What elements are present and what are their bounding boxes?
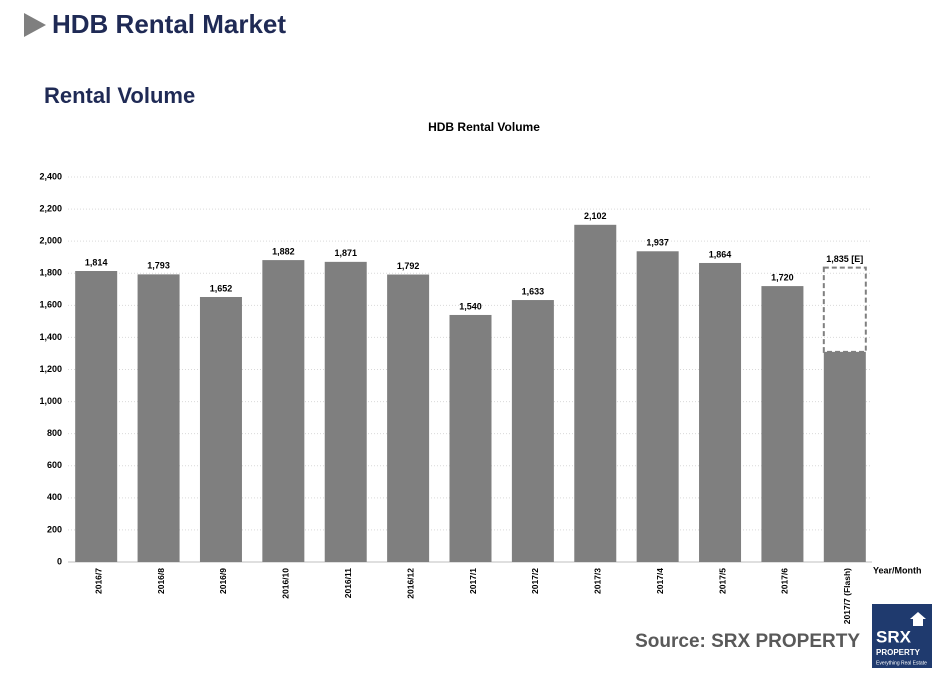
- y-tick-label: 400: [47, 492, 62, 502]
- source: Source: SRX PROPERTY: [635, 631, 860, 652]
- heading-arrow: [24, 13, 46, 37]
- y-tick-label: 1,400: [39, 332, 62, 342]
- x-tick-label: 2016/12: [405, 568, 415, 599]
- y-tick-label: 2,400: [39, 171, 62, 181]
- value-label: 1,540: [459, 301, 482, 311]
- heading: HDB Rental Market: [52, 9, 286, 39]
- y-tick-label: 1,800: [39, 268, 62, 278]
- x-tick-label: 2016/7: [93, 568, 103, 594]
- y-tick-label: 0: [57, 556, 62, 566]
- estimate-box: [822, 266, 867, 353]
- value-label: 1,814: [85, 257, 108, 267]
- logo-name: PROPERTY: [876, 648, 921, 657]
- logo-brand: SRX: [876, 627, 912, 646]
- y-tick-label: 800: [47, 428, 62, 438]
- bar: [75, 271, 118, 562]
- value-label: 2,102: [584, 211, 607, 221]
- x-tick-label: 2016/11: [343, 568, 353, 599]
- value-label: 1,882: [272, 246, 295, 256]
- x-tick-label: 2017/4: [655, 568, 665, 594]
- value-label: 1,937: [646, 238, 669, 248]
- bar: [823, 351, 866, 562]
- x-tick-label: 2017/2: [530, 568, 540, 594]
- bar: [699, 262, 742, 562]
- x-tick-label: 2017/6: [780, 568, 790, 594]
- bar: [574, 224, 617, 562]
- chart-title: HDB Rental Volume: [428, 120, 540, 134]
- bar: [449, 314, 492, 562]
- logo-box: [872, 604, 932, 668]
- x-tick-label: 2017/3: [593, 568, 603, 594]
- bar: [387, 274, 430, 562]
- y-tick-label: 2,200: [39, 203, 62, 213]
- bar: [636, 251, 679, 562]
- value-label: 1,633: [522, 286, 545, 296]
- x-axis-label: Year/Month: [873, 565, 922, 575]
- bar: [199, 296, 242, 562]
- y-tick-label: 200: [47, 524, 62, 534]
- logo-house: [910, 612, 926, 626]
- bar: [761, 286, 804, 562]
- value-label: 1,793: [147, 261, 170, 271]
- x-tick-label: 2017/7 (Flash): [842, 568, 852, 624]
- value-label: 1,652: [210, 283, 233, 293]
- y-tick-label: 1,000: [39, 396, 62, 406]
- subheading: Rental Volume: [44, 83, 195, 108]
- logo-tagline: Everything Real Estate: [876, 660, 927, 666]
- value-label: 1,792: [397, 261, 420, 271]
- x-tick-label: 2016/9: [218, 568, 228, 594]
- bar: [511, 300, 554, 562]
- bar: [262, 260, 305, 562]
- x-tick-label: 2017/1: [468, 568, 478, 594]
- x-tick-label: 2016/8: [156, 568, 166, 594]
- bar: [324, 261, 367, 562]
- y-tick-label: 1,200: [39, 364, 62, 374]
- y-tick-label: 600: [47, 460, 62, 470]
- estimate-label: 1,835 [E]: [826, 254, 863, 264]
- y-tick-label: 2,000: [39, 236, 62, 246]
- y-tick-label: 1,600: [39, 300, 62, 310]
- bar: [137, 274, 180, 562]
- x-tick-label: 2017/5: [717, 568, 727, 594]
- value-label: 1,871: [334, 248, 357, 258]
- x-tick-label: 2016/10: [281, 568, 291, 599]
- value-label: 1,864: [709, 249, 732, 259]
- value-label: 1,720: [771, 272, 794, 282]
